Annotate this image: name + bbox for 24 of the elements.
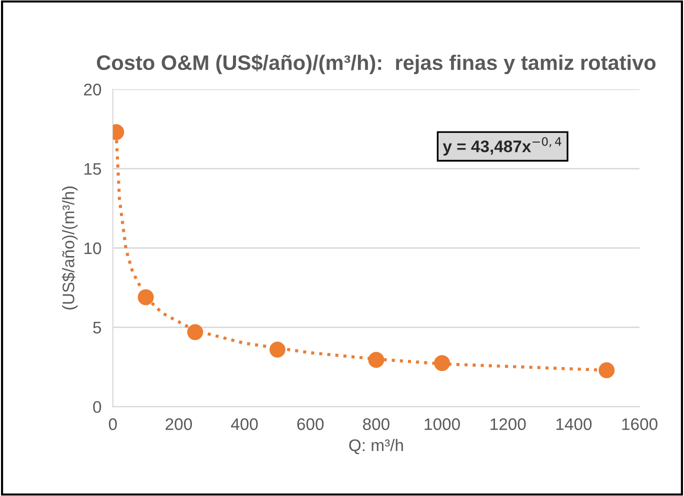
- x-tick-label: 600: [297, 418, 324, 430]
- point: [434, 355, 450, 372]
- x-tick-label: 0: [108, 418, 117, 430]
- point: [138, 289, 154, 306]
- point: [368, 352, 384, 368]
- y-axis-title: (US$/año)/(m³/h): [62, 186, 78, 310]
- x-tick-label: 1000: [424, 418, 460, 430]
- y-tick-label: 10: [84, 242, 102, 254]
- x-tick-label: 1200: [490, 418, 526, 430]
- y-tick-label: 15: [84, 163, 102, 175]
- annotation: y = 43,487x$^{−0,4}$: [442, 137, 562, 156]
- point: [598, 362, 615, 378]
- point: [269, 342, 286, 358]
- point: [187, 324, 204, 340]
- x-tick-label: 1400: [556, 418, 592, 430]
- x-tick-label: 1600: [622, 418, 658, 430]
- x-tick-label: 800: [363, 418, 390, 430]
- x-tick-label: 400: [231, 418, 258, 430]
- y-tick-label: 0: [93, 401, 102, 413]
- x-tick-label: 200: [166, 418, 192, 430]
- x-axis-title: Q: m³/h: [349, 438, 403, 454]
- chart-title: Costo O&M (US$/año)/(m³/h): rejas finas y tamiz rotativo: [96, 54, 656, 74]
- y-tick-label: 5: [93, 322, 102, 334]
- y-tick-label: 20: [84, 84, 102, 96]
